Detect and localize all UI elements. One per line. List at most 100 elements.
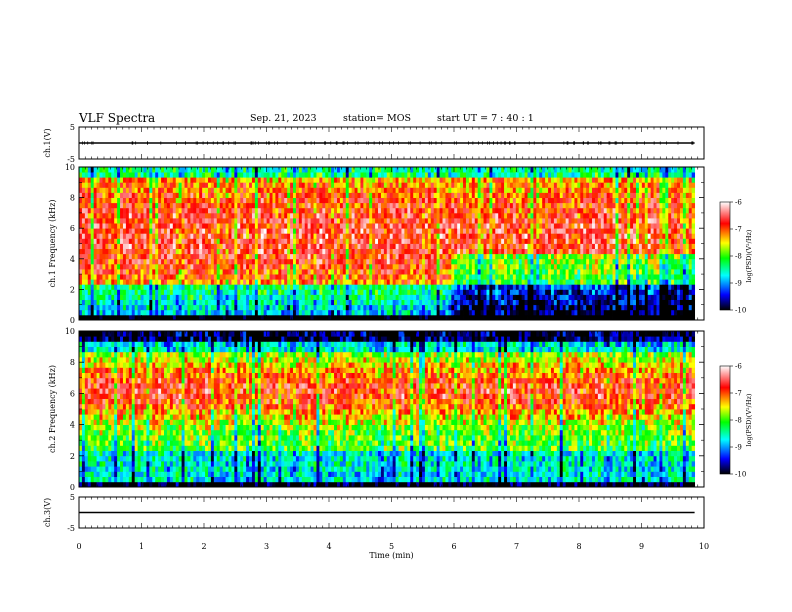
heatmap-cell (134, 228, 139, 234)
heatmap-cell (372, 207, 376, 214)
heatmap-cell (240, 269, 244, 275)
heatmap-cell (190, 218, 194, 224)
heatmap-cell (202, 263, 206, 270)
heatmap-cell (386, 172, 391, 178)
heatmap-cell (486, 182, 490, 188)
heatmap-cell (304, 274, 309, 280)
heatmap-cell (416, 223, 420, 229)
heatmap-cell (471, 207, 476, 214)
heatmap-cell (207, 212, 212, 219)
heatmap-cell (454, 197, 458, 204)
heatmap-cell (401, 177, 405, 183)
heatmap-cell (228, 172, 232, 178)
heatmap-cell (219, 233, 224, 239)
heatmap-cell (275, 248, 279, 255)
heatmap-cell (307, 299, 311, 306)
heatmap-cell (90, 192, 95, 198)
heatmap-cell (336, 223, 341, 229)
heatmap-cell (202, 192, 206, 198)
heatmap-cell (451, 182, 455, 188)
heatmap-cell (193, 182, 197, 188)
heatmap-cell (96, 223, 100, 229)
heatmap-cell (407, 274, 411, 280)
heatmap-cell (131, 274, 136, 280)
heatmap-cell (383, 274, 388, 280)
heatmap-cell (504, 269, 508, 275)
heatmap-cell (181, 228, 185, 234)
heatmap-cell (416, 207, 420, 214)
heatmap-cell (471, 243, 476, 249)
heatmap-cell (108, 238, 112, 244)
heatmap-cell (246, 192, 250, 198)
heatmap-cell (164, 279, 168, 285)
heatmap-cell (105, 207, 109, 214)
heatmap-cell (93, 182, 97, 188)
heatmap-cell (249, 279, 253, 285)
heatmap-cell (351, 212, 355, 219)
heatmap-cell (322, 218, 326, 224)
heatmap-cell (375, 243, 379, 249)
heatmap-cell (389, 233, 394, 239)
heatmap-cell (172, 187, 177, 193)
heatmap-cell (213, 289, 218, 295)
heatmap-cell (202, 228, 206, 234)
heatmap-cell (269, 202, 273, 209)
heatmap-cell (290, 202, 294, 209)
heatmap-cell (257, 269, 262, 275)
heatmap-cell (152, 304, 156, 311)
heatmap-cell (249, 172, 253, 178)
heatmap-cell (222, 284, 226, 290)
heatmap-cell (172, 192, 177, 198)
heatmap-cell (421, 309, 426, 316)
heatmap-cell (158, 289, 162, 295)
heatmap-cell (99, 167, 103, 173)
heatmap-cell (328, 182, 332, 188)
heatmap-cell (354, 167, 358, 173)
heatmap-cell (325, 289, 329, 295)
heatmap-cell (275, 279, 279, 285)
heatmap-cell (149, 269, 153, 275)
heatmap-cell (424, 258, 429, 265)
heatmap-cell (161, 299, 165, 306)
heatmap-cell (175, 182, 180, 188)
heatmap-cell (90, 182, 95, 188)
heatmap-cell (169, 182, 174, 188)
heatmap-cell (181, 172, 185, 178)
heatmap-cell (219, 228, 224, 234)
heatmap-cell (231, 207, 235, 214)
heatmap-cell (515, 202, 520, 209)
heatmap-cell (331, 187, 335, 193)
heatmap-cell (492, 253, 496, 260)
heatmap-cell (199, 187, 203, 193)
heatmap-cell (392, 202, 397, 209)
heatmap-cell (515, 243, 520, 249)
heatmap-cell (155, 304, 159, 311)
heatmap-cell (178, 218, 182, 224)
heatmap-cell (331, 258, 335, 265)
heatmap-cell (120, 197, 124, 204)
heatmap-cell (269, 182, 273, 188)
heatmap-cell (430, 309, 435, 316)
heatmap-cell (79, 218, 83, 224)
heatmap-cell (111, 248, 115, 255)
heatmap-cell (128, 207, 133, 214)
heatmap-cell (427, 197, 432, 204)
heatmap-cell (240, 309, 244, 316)
heatmap-cell (512, 207, 517, 214)
heatmap-cell (149, 212, 153, 219)
heatmap-cell (489, 212, 493, 219)
heatmap-cell (407, 238, 411, 244)
heatmap-cell (360, 177, 364, 183)
heatmap-cell (419, 269, 423, 275)
heatmap-cell (442, 177, 446, 183)
heatmap-cell (158, 192, 162, 198)
heatmap-cell (372, 167, 376, 173)
heatmap-cell (486, 218, 490, 224)
heatmap-cell (290, 223, 294, 229)
heatmap-cell (468, 289, 473, 295)
heatmap-cell (287, 258, 291, 265)
heatmap-cell (348, 304, 353, 311)
heatmap-cell (287, 243, 291, 249)
heatmap-cell (483, 212, 487, 219)
heatmap-cell (357, 243, 361, 249)
